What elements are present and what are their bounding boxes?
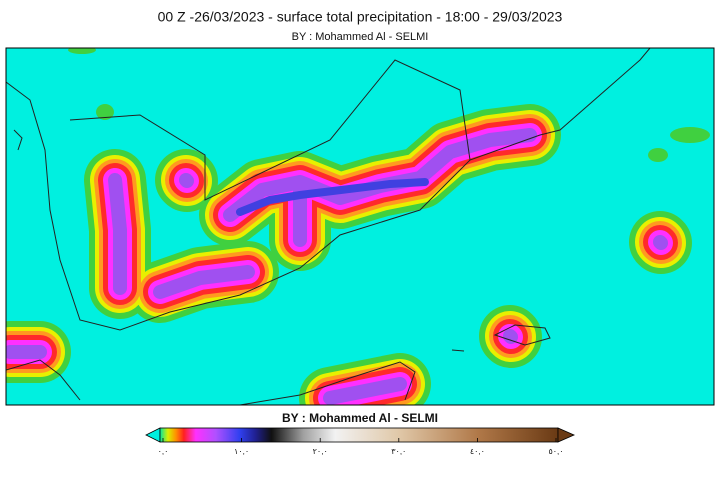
rain-core: [236, 178, 429, 216]
colorbar-tick-label: ٤٠,٠: [470, 447, 485, 456]
subtitle: BY : Mohammed Al - SELMI: [292, 31, 429, 43]
map: [6, 48, 714, 405]
colorbar-tick-label: ٥٠,٠: [548, 447, 563, 456]
colorbar-label: BY : Mohammed Al - SELMI: [282, 411, 438, 425]
colorbar-tick-label: ٣٠,٠: [391, 447, 406, 456]
colorbar-high-arrow: [557, 427, 575, 443]
rain-patch: [68, 48, 96, 54]
colorbar-tick-label: ٢٠,٠: [313, 447, 328, 456]
map-frame: [5, 47, 715, 406]
rain-patch: [670, 127, 710, 143]
rain-patch: [648, 148, 668, 162]
title: 00 Z -26/03/2023 - surface total precipi…: [158, 9, 563, 25]
colorbar-scale: [159, 427, 559, 443]
coastlines: [6, 48, 651, 405]
colorbar-low-arrow: [145, 427, 161, 443]
rain-patch: [96, 104, 114, 120]
colorbar-tick-label: ١٠,٠: [234, 447, 249, 456]
colorbar: [145, 427, 575, 443]
colorbar-tick-label: ٠,٠: [158, 447, 169, 456]
